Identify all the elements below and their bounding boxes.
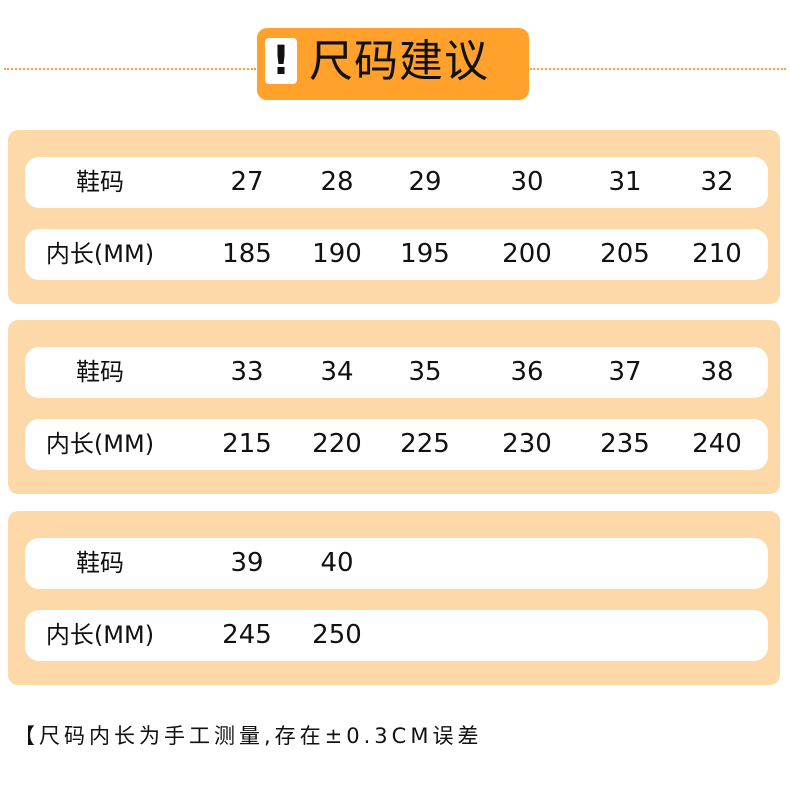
- inner-length-value: 210: [692, 239, 742, 269]
- divider-right: [530, 68, 786, 70]
- shoe-size-value: 27: [230, 167, 264, 197]
- length-row: 内长(MM) 215 220 225 230 235 240: [25, 419, 768, 470]
- exclamation-icon: !: [265, 38, 297, 84]
- inner-length-value: 245: [222, 620, 272, 650]
- measurement-note: 【尺码内长为手工测量,存在±0.3CM误差: [14, 724, 483, 748]
- page-title: 尺码建议: [309, 36, 489, 87]
- inner-length-value: 225: [400, 429, 450, 459]
- shoe-size-value: 37: [608, 357, 642, 387]
- row-label: 鞋码: [76, 549, 124, 577]
- shoe-size-value: 31: [608, 167, 642, 197]
- length-row: 内长(MM) 185 190 195 200 205 210: [25, 229, 768, 280]
- size-group-panel: 鞋码 39 40 内长(MM) 245 250: [8, 511, 780, 685]
- row-label: 鞋码: [76, 358, 124, 386]
- shoe-size-value: 38: [700, 357, 734, 387]
- inner-length-value: 230: [502, 429, 552, 459]
- size-row: 鞋码 33 34 35 36 37 38: [25, 347, 768, 398]
- shoe-size-value: 36: [510, 357, 544, 387]
- size-row: 鞋码 39 40: [25, 538, 768, 589]
- shoe-size-value: 35: [408, 357, 442, 387]
- length-row: 内长(MM) 245 250: [25, 610, 768, 661]
- inner-length-value: 235: [600, 429, 650, 459]
- inner-length-value: 215: [222, 429, 272, 459]
- row-label: 内长(MM): [45, 240, 155, 268]
- shoe-size-value: 30: [510, 167, 544, 197]
- inner-length-value: 195: [400, 239, 450, 269]
- shoe-size-value: 39: [230, 548, 264, 578]
- divider-left: [4, 68, 256, 70]
- size-row: 鞋码 27 28 29 30 31 32: [25, 157, 768, 208]
- size-group-panel: 鞋码 33 34 35 36 37 38 内长(MM) 215 220 225 230 235 240: [8, 320, 780, 494]
- shoe-size-value: 34: [320, 357, 354, 387]
- row-label: 内长(MM): [45, 430, 155, 458]
- size-group-panel: 鞋码 27 28 29 30 31 32 内长(MM) 185 190 195 200 205 210: [8, 130, 780, 304]
- shoe-size-value: 33: [230, 357, 264, 387]
- inner-length-value: 240: [692, 429, 742, 459]
- inner-length-value: 200: [502, 239, 552, 269]
- inner-length-value: 205: [600, 239, 650, 269]
- row-label: 内长(MM): [45, 621, 155, 649]
- row-label: 鞋码: [76, 168, 124, 196]
- shoe-size-value: 28: [320, 167, 354, 197]
- shoe-size-value: 32: [700, 167, 734, 197]
- inner-length-value: 185: [222, 239, 272, 269]
- shoe-size-value: 29: [408, 167, 442, 197]
- inner-length-value: 250: [312, 620, 362, 650]
- inner-length-value: 220: [312, 429, 362, 459]
- shoe-size-value: 40: [320, 548, 354, 578]
- title-badge: ! 尺码建议: [257, 28, 529, 100]
- inner-length-value: 190: [312, 239, 362, 269]
